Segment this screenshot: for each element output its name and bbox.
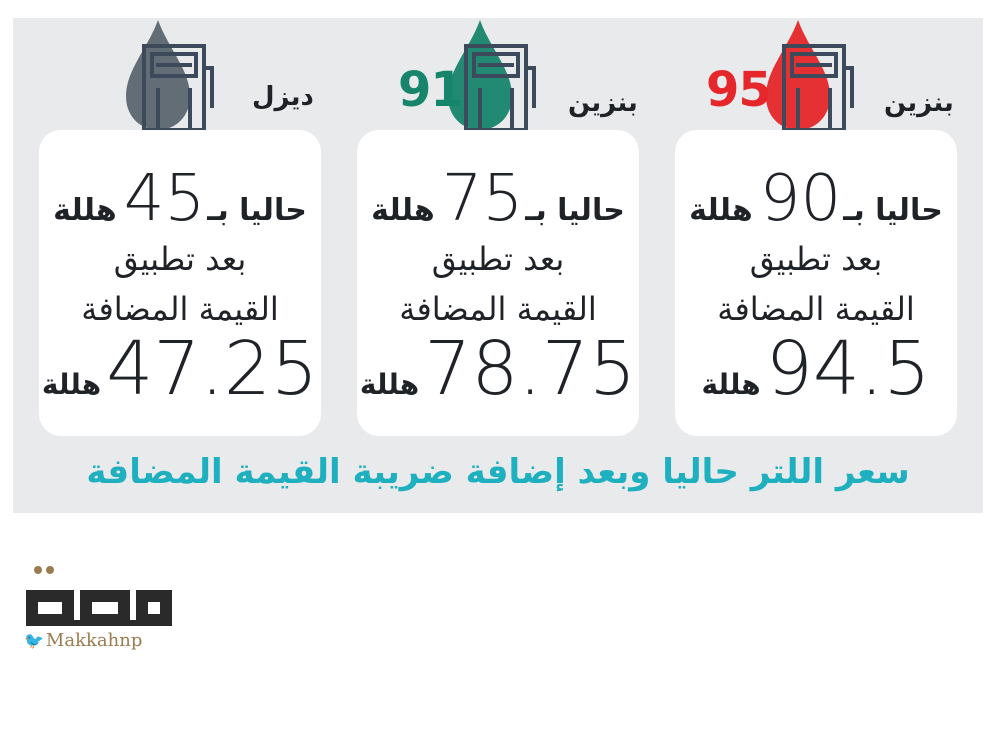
fuel-card-diesel: حاليا بـ45 هللة بعد تطبيق القيمة المضافة… bbox=[39, 130, 321, 436]
after-price-line: 94.5 هللة bbox=[675, 326, 957, 416]
after-label-line2: القيمة المضافة bbox=[717, 290, 915, 328]
current-price-line: حاليا بـ90 هللة bbox=[675, 162, 957, 240]
after-label-line1: بعد تطبيق bbox=[113, 240, 247, 278]
after-price-line: 47.25 هللة bbox=[39, 326, 321, 416]
current-price-value: 45 bbox=[123, 162, 207, 236]
current-prefix-label: حاليا بـ bbox=[207, 193, 307, 228]
current-price-unit: هللة bbox=[689, 193, 753, 228]
handle-text: Makkahnp bbox=[45, 630, 143, 651]
current-prefix-label: حاليا بـ bbox=[843, 193, 943, 228]
fuel-pump-icon bbox=[766, 20, 854, 130]
after-label-line2: القيمة المضافة bbox=[81, 290, 279, 328]
current-price-unit: هللة bbox=[371, 193, 435, 228]
fuel-card-95: حاليا بـ90 هللة بعد تطبيق القيمة المضافة… bbox=[675, 130, 957, 436]
current-prefix-label: حاليا بـ bbox=[525, 193, 625, 228]
after-price-unit: هللة bbox=[359, 368, 420, 401]
after-price-value: 78.75 bbox=[424, 326, 638, 412]
current-price-line: حاليا بـ75 هللة bbox=[357, 162, 639, 240]
after-price-line: 78.75 هللة bbox=[357, 326, 639, 416]
after-price-value: 94.5 bbox=[765, 326, 933, 412]
current-price-value: 75 bbox=[441, 162, 525, 236]
infographic-title: سعر اللتر حاليا وبعد إضافة ضريبة القيمة … bbox=[86, 452, 910, 492]
current-price-unit: هللة bbox=[53, 193, 117, 228]
twitter-handle[interactable]: 🐦 Makkahnp bbox=[24, 630, 142, 651]
fuel-pump-icon bbox=[448, 20, 536, 130]
fuel-name-label: ديزل bbox=[252, 82, 314, 112]
fuel-pump-icon bbox=[126, 20, 214, 130]
current-price-value: 90 bbox=[759, 162, 843, 236]
octane-95-label: 95 bbox=[706, 62, 772, 118]
after-label-line2: القيمة المضافة bbox=[399, 290, 597, 328]
fuel-name-label: بنزين bbox=[568, 88, 638, 118]
octane-91-label: 91 bbox=[398, 62, 464, 118]
fuel-card-91: حاليا بـ75 هللة بعد تطبيق القيمة المضافة… bbox=[357, 130, 639, 436]
twitter-bird-icon: 🐦 bbox=[24, 631, 44, 650]
makkah-logo bbox=[26, 566, 172, 626]
after-label-line1: بعد تطبيق bbox=[749, 240, 883, 278]
current-price-line: حاليا بـ45 هللة bbox=[39, 162, 321, 240]
after-label-line1: بعد تطبيق bbox=[431, 240, 565, 278]
fuel-name-label: بنزين bbox=[884, 88, 954, 118]
after-price-value: 47.25 bbox=[106, 326, 320, 412]
after-price-unit: هللة bbox=[701, 368, 761, 401]
after-price-unit: هللة bbox=[41, 368, 102, 401]
